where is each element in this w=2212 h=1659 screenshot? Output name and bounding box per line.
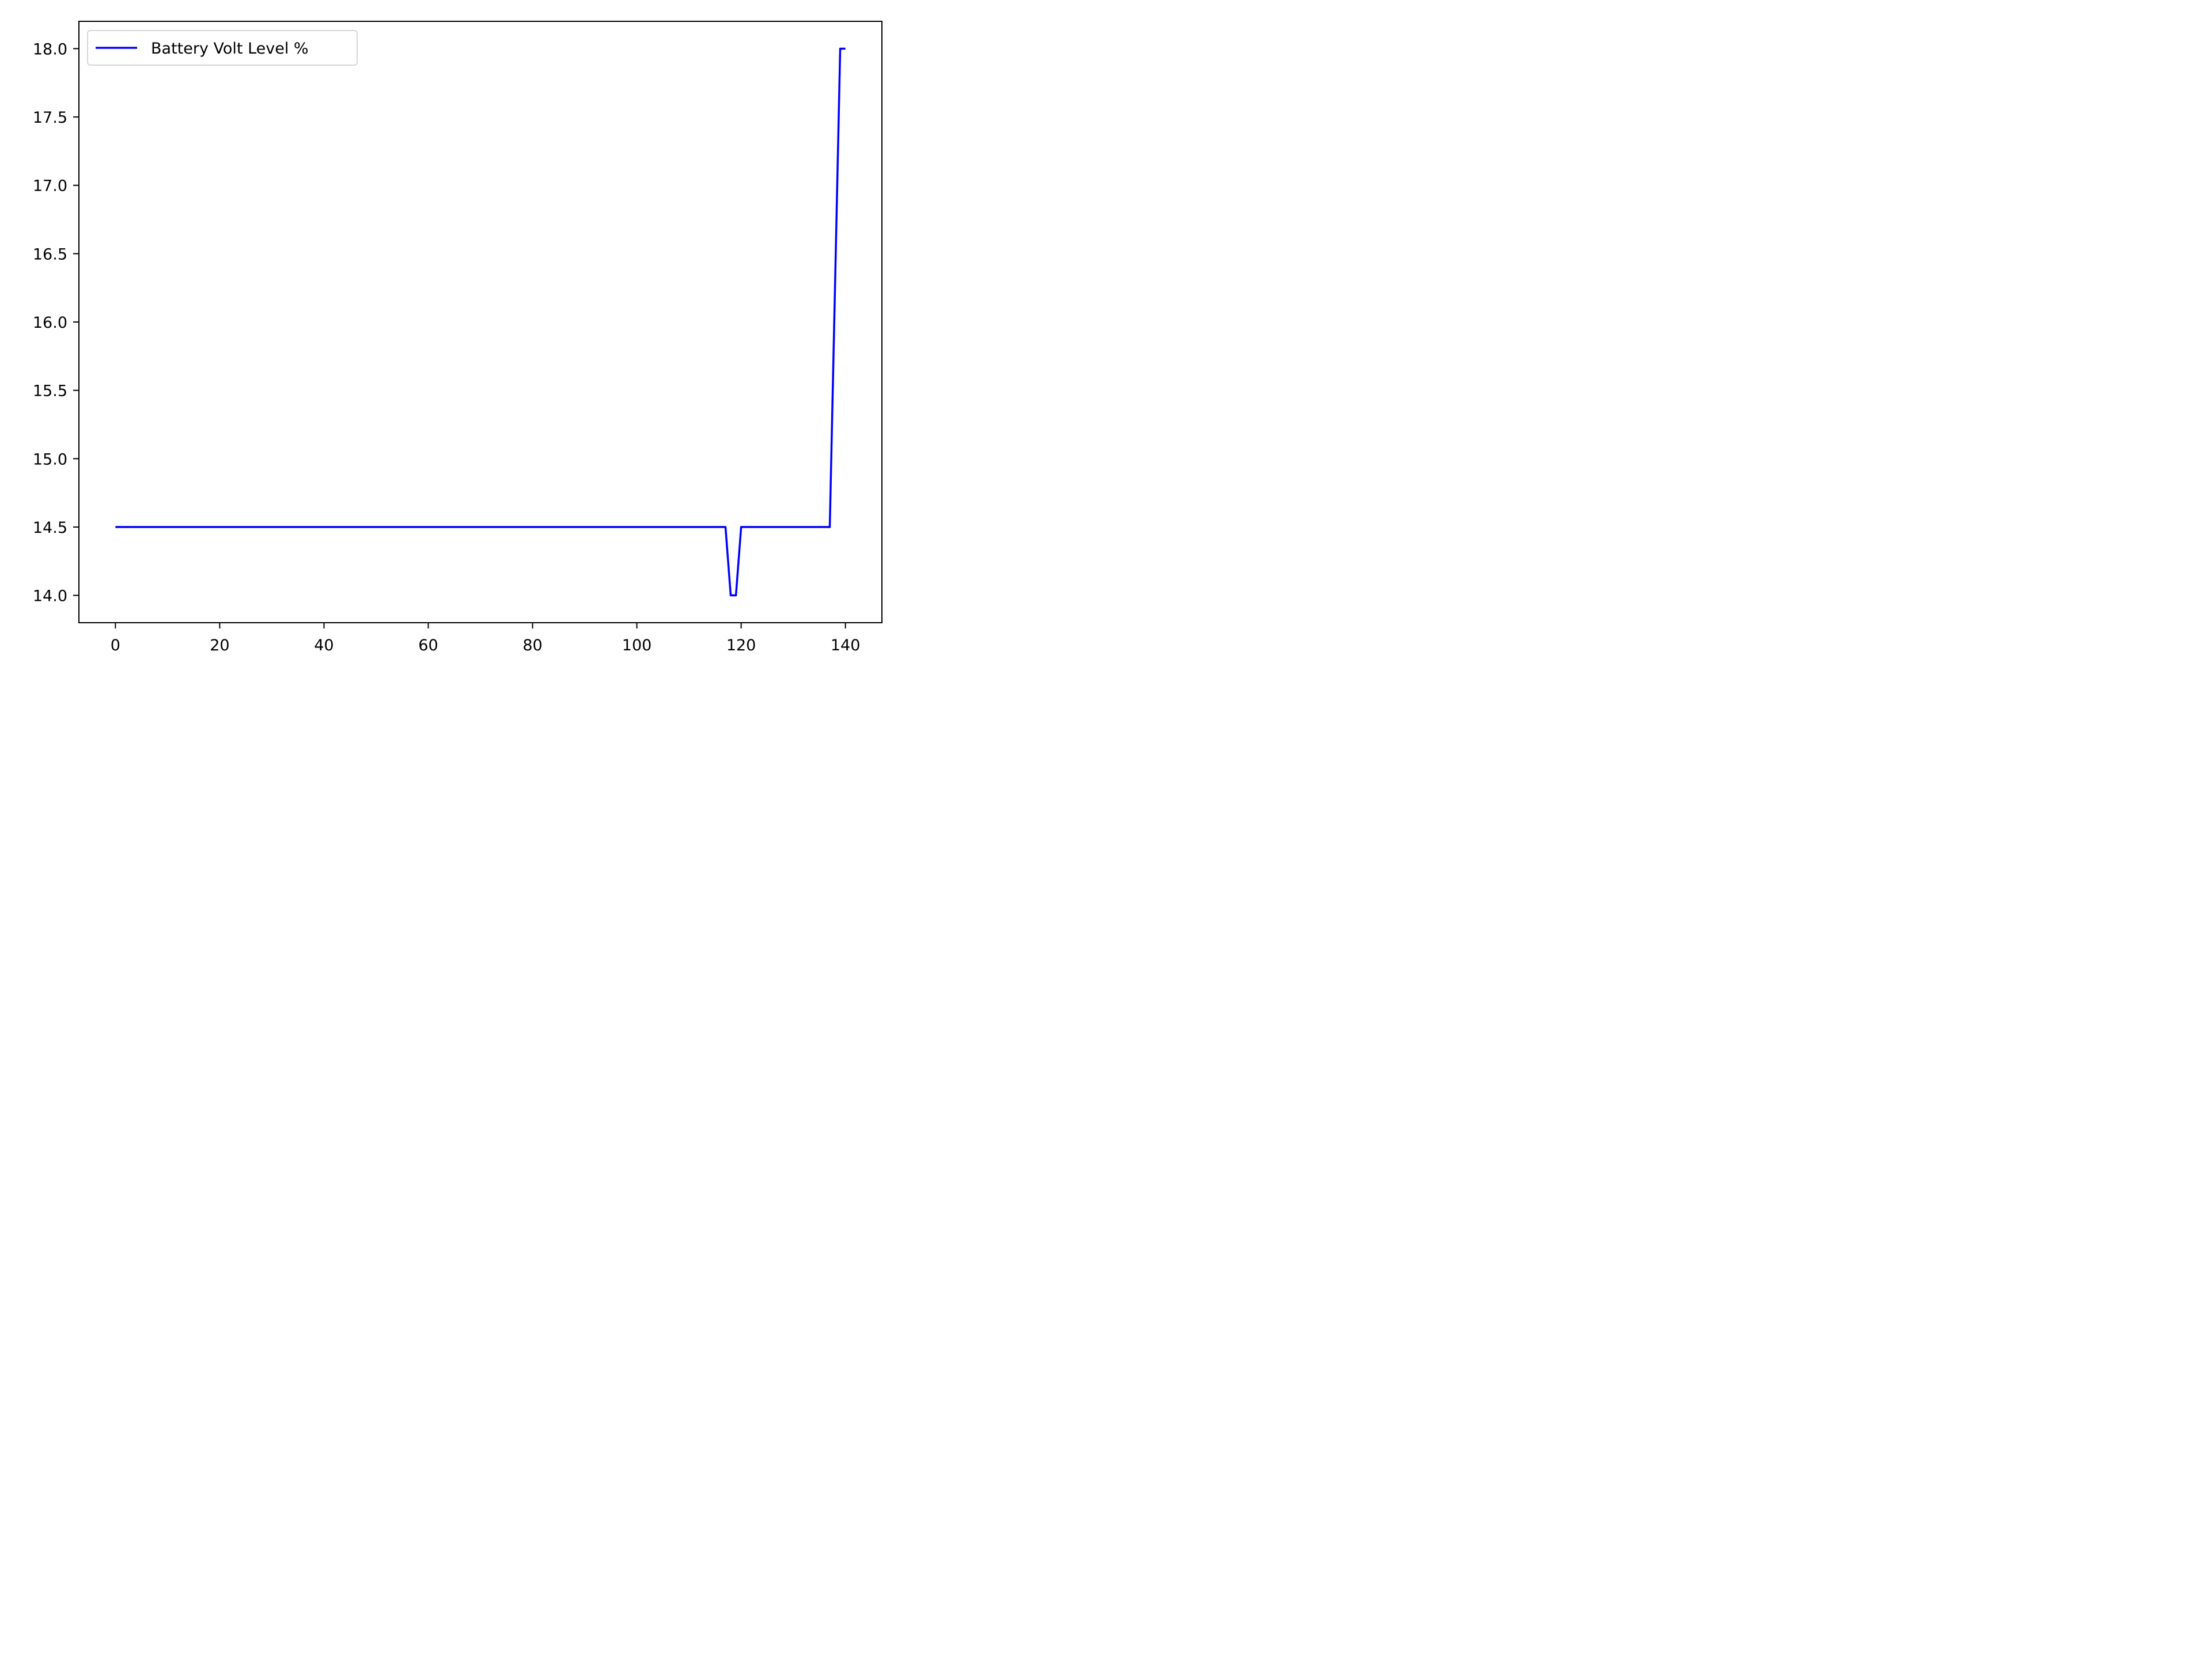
chart-background xyxy=(0,0,902,676)
y-tick-label: 14.5 xyxy=(33,519,67,537)
plot-area-frame xyxy=(78,21,882,623)
series-layer xyxy=(115,47,846,597)
x-axis-ticks: 0 20 40 60 80 100 120 140 xyxy=(111,623,861,654)
y-tick-label: 16.0 xyxy=(33,314,67,332)
x-tick-label: 120 xyxy=(726,637,756,654)
y-tick-label: 18.0 xyxy=(33,40,67,58)
series-line-0 xyxy=(115,47,846,597)
legend-box xyxy=(87,30,358,66)
x-tick-label: 20 xyxy=(210,637,229,654)
x-tick-label: 60 xyxy=(418,637,438,654)
x-tick-label: 0 xyxy=(111,637,120,654)
legend: Battery Volt Level % xyxy=(87,30,358,66)
legend-label: Battery Volt Level % xyxy=(151,40,309,58)
y-tick-label: 14.0 xyxy=(33,588,67,605)
y-axis-ticks: 14.0 14.5 15.0 15.5 16.0 16.5 17.0 17.5 18.0 xyxy=(33,40,79,605)
y-tick-label: 17.0 xyxy=(33,177,67,195)
y-tick-label: 17.5 xyxy=(33,109,67,127)
x-tick-label: 40 xyxy=(314,637,334,654)
y-tick-label: 15.5 xyxy=(33,382,67,400)
y-tick-label: 16.5 xyxy=(33,245,67,263)
x-tick-label: 140 xyxy=(831,637,861,654)
y-tick-label: 15.0 xyxy=(33,450,67,468)
line-chart: 0 20 40 60 80 100 120 140 14.014.515.015.516.01… xyxy=(0,0,902,676)
x-tick-label: 80 xyxy=(522,637,542,654)
x-tick-label: 100 xyxy=(622,637,652,654)
